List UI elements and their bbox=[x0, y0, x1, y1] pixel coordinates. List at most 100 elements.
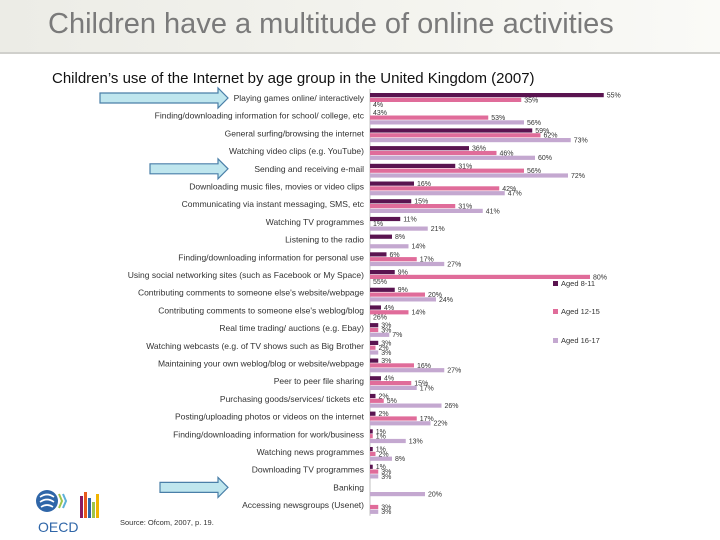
bar-aged-8-11 bbox=[370, 234, 392, 239]
category-label: Purchasing goods/services/ tickets etc bbox=[220, 394, 365, 404]
data-label: 31% bbox=[458, 163, 472, 170]
category-label: Real time trading/ auctions (e.g. Ebay) bbox=[219, 323, 364, 333]
data-label: 8% bbox=[395, 456, 405, 463]
title-band bbox=[0, 0, 720, 52]
bar-aged-16-17 bbox=[370, 350, 379, 355]
data-label: 20% bbox=[428, 492, 442, 499]
bar-aged-8-11 bbox=[370, 252, 387, 257]
data-label: 1% bbox=[376, 447, 386, 454]
bar-aged-12-15 bbox=[370, 115, 489, 120]
bar-aged-8-11 bbox=[370, 429, 373, 434]
slide-title: Children have a multitude of online acti… bbox=[48, 8, 614, 40]
bar-aged-12-15 bbox=[370, 257, 417, 262]
category-label: Watching TV programmes bbox=[266, 217, 364, 227]
bar-aged-8-11 bbox=[370, 181, 414, 186]
bar-aged-8-11 bbox=[370, 323, 379, 328]
data-label: 13% bbox=[409, 438, 423, 445]
bar-aged-12-15 bbox=[370, 434, 373, 439]
data-label: 35% bbox=[524, 97, 538, 104]
bar-aged-16-17 bbox=[370, 155, 535, 160]
category-label: Posting/uploading photos or videos on th… bbox=[175, 412, 365, 422]
bar-aged-8-11 bbox=[370, 216, 401, 222]
legend-swatch bbox=[553, 281, 558, 286]
category-label: Communicating via instant messaging, SMS… bbox=[182, 199, 365, 209]
bar-aged-16-17 bbox=[370, 297, 436, 302]
data-label: 3% bbox=[381, 350, 391, 357]
data-label: 73% bbox=[574, 138, 588, 145]
data-label: 1% bbox=[376, 434, 386, 441]
data-label: 1% bbox=[376, 464, 386, 471]
data-label: 17% bbox=[420, 416, 434, 423]
data-label: 26% bbox=[445, 403, 459, 410]
data-label: 4% bbox=[384, 376, 394, 383]
bar-aged-16-17 bbox=[370, 368, 445, 373]
bar-aged-12-15 bbox=[370, 168, 524, 173]
data-label: 9% bbox=[398, 270, 408, 277]
legend-label: Aged 12-15 bbox=[561, 307, 600, 316]
bar-aged-16-17 bbox=[370, 332, 390, 337]
data-label: 47% bbox=[508, 191, 522, 198]
data-label: 3% bbox=[381, 504, 391, 511]
data-label: 3% bbox=[381, 358, 391, 365]
data-label: 55% bbox=[607, 93, 621, 100]
data-label: 27% bbox=[447, 368, 461, 375]
data-label: 1% bbox=[376, 429, 386, 436]
bar-aged-16-17 bbox=[370, 385, 417, 390]
data-label: 20% bbox=[428, 292, 442, 299]
bar-aged-12-15 bbox=[370, 381, 412, 386]
data-label: 26% bbox=[373, 315, 387, 322]
data-label: 3% bbox=[381, 327, 391, 334]
bar-aged-16-17 bbox=[370, 138, 571, 143]
data-label: 53% bbox=[491, 115, 505, 122]
bar-aged-16-17 bbox=[370, 261, 445, 267]
source-note: Source: Ofcom, 2007, p. 19. bbox=[120, 518, 214, 527]
bar-aged-16-17 bbox=[370, 421, 431, 426]
bar-aged-8-11 bbox=[370, 376, 381, 381]
data-label: 16% bbox=[417, 363, 431, 370]
category-label: Listening to the radio bbox=[285, 235, 364, 245]
data-label: 42% bbox=[502, 186, 516, 193]
data-label: 72% bbox=[571, 173, 585, 180]
data-label: 2% bbox=[379, 451, 389, 458]
bar-aged-12-15 bbox=[370, 150, 497, 156]
data-label: 4% bbox=[384, 305, 394, 312]
data-label: 1% bbox=[373, 221, 383, 228]
bar-aged-8-11 bbox=[370, 287, 395, 292]
data-label: 43% bbox=[373, 110, 387, 117]
bar-aged-16-17 bbox=[370, 244, 409, 249]
bar-aged-8-11 bbox=[370, 447, 373, 452]
data-label: 3% bbox=[381, 469, 391, 476]
title-divider bbox=[0, 52, 720, 54]
bar-aged-12-15 bbox=[370, 416, 417, 421]
category-label: Finding/downloading information for scho… bbox=[155, 111, 365, 121]
data-label: 62% bbox=[544, 133, 558, 140]
bar-aged-12-15 bbox=[370, 310, 409, 315]
bar-aged-12-15 bbox=[370, 504, 379, 510]
bar-aged-16-17 bbox=[370, 456, 392, 461]
category-label: Finding/downloading information for work… bbox=[173, 429, 364, 439]
highlight-arrow bbox=[99, 86, 229, 110]
data-label: 3% bbox=[381, 340, 391, 347]
data-label: 15% bbox=[414, 381, 428, 388]
data-label: 6% bbox=[390, 252, 400, 259]
category-label: General surfing/browsing the internet bbox=[225, 128, 365, 138]
bar-aged-8-11 bbox=[370, 199, 412, 204]
bar-aged-12-15 bbox=[370, 327, 379, 333]
data-label: 21% bbox=[431, 226, 445, 233]
legend-label: Aged 8-11 bbox=[561, 279, 595, 288]
data-label: 80% bbox=[593, 274, 607, 281]
bar-aged-12-15 bbox=[370, 345, 376, 350]
oecd-logo: OECD bbox=[36, 490, 99, 535]
category-label: Watching webcasts (e.g. of TV shows such… bbox=[146, 341, 364, 351]
data-label: 55% bbox=[373, 279, 387, 286]
data-label: 3% bbox=[381, 509, 391, 516]
category-label: Watching video clips (e.g. YouTube) bbox=[229, 146, 364, 156]
data-label: 14% bbox=[412, 310, 426, 317]
bar-aged-16-17 bbox=[370, 403, 442, 408]
category-label: Banking bbox=[333, 482, 364, 492]
chart-title: Children’s use of the Internet by age gr… bbox=[52, 70, 535, 87]
bar-aged-12-15 bbox=[370, 451, 376, 456]
bar-aged-12-15 bbox=[370, 274, 590, 279]
bar-aged-12-15 bbox=[370, 186, 500, 191]
bar-aged-16-17 bbox=[370, 208, 483, 213]
